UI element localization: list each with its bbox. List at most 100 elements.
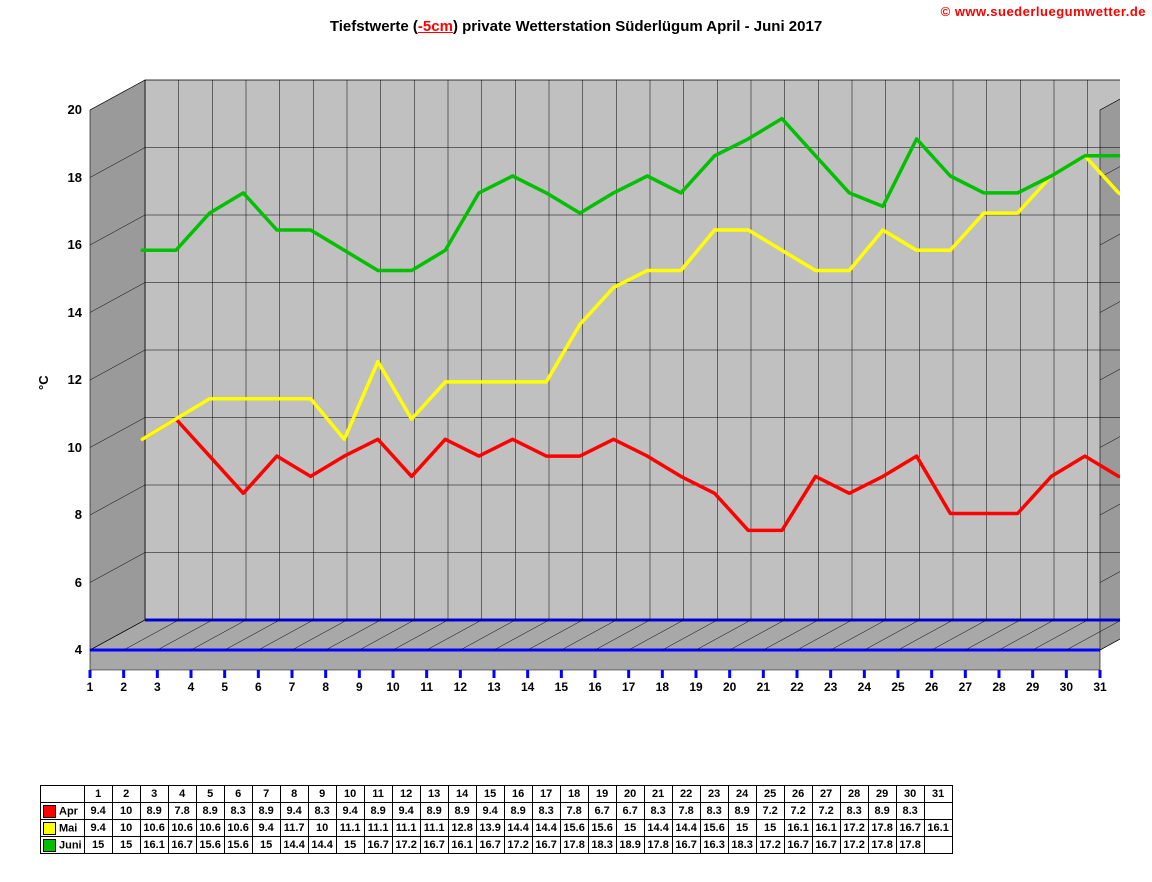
table-cell: 16.1 xyxy=(448,837,476,854)
table-cell: 16.1 xyxy=(784,820,812,837)
x-tick-label: 14 xyxy=(516,680,540,694)
x-tick-label: 10 xyxy=(381,680,405,694)
table-cell: 9.4 xyxy=(84,820,112,837)
table-cell: 14.4 xyxy=(644,820,672,837)
x-tick-label: 18 xyxy=(650,680,674,694)
y-tick-label: 8 xyxy=(52,507,82,522)
table-cell: 11.1 xyxy=(392,820,420,837)
table-cell: 15.6 xyxy=(196,837,224,854)
table-cell: 18.3 xyxy=(728,837,756,854)
table-column-header: 18 xyxy=(560,786,588,803)
legend-swatch xyxy=(43,805,56,818)
x-tick-label: 24 xyxy=(852,680,876,694)
y-tick-label: 18 xyxy=(52,170,82,185)
table-cell: 16.7 xyxy=(784,837,812,854)
table-cell: 15.6 xyxy=(700,820,728,837)
x-tick-label: 9 xyxy=(347,680,371,694)
table-cell: 18.3 xyxy=(588,837,616,854)
table-column-header: 2 xyxy=(112,786,140,803)
x-tick-label: 31 xyxy=(1088,680,1112,694)
table-cell: 18.9 xyxy=(616,837,644,854)
table-cell: 17.2 xyxy=(392,837,420,854)
x-tick-label: 20 xyxy=(718,680,742,694)
table-cell: 10 xyxy=(308,820,336,837)
table-column-header: 5 xyxy=(196,786,224,803)
x-tick-label: 22 xyxy=(785,680,809,694)
x-tick-label: 6 xyxy=(246,680,270,694)
table-cell: 13.9 xyxy=(476,820,504,837)
table-cell: 16.1 xyxy=(140,837,168,854)
table-cell: 17.8 xyxy=(896,837,924,854)
table-column-header: 9 xyxy=(308,786,336,803)
table-cell: 17.8 xyxy=(560,837,588,854)
table-column-header: 17 xyxy=(532,786,560,803)
table-cell: 10.6 xyxy=(140,820,168,837)
x-tick-label: 28 xyxy=(987,680,1011,694)
x-tick-label: 27 xyxy=(953,680,977,694)
table-row: Mai9.41010.610.610.610.69.411.71011.111.… xyxy=(41,820,953,837)
table-row: Apr9.4108.97.88.98.38.99.48.39.48.99.48.… xyxy=(41,803,953,820)
y-tick-label: 12 xyxy=(52,372,82,387)
table-row: Juni151516.116.715.615.61514.414.41516.7… xyxy=(41,837,953,854)
table-column-header: 16 xyxy=(504,786,532,803)
table-cell: 9.4 xyxy=(280,803,308,820)
table-header-row: 1234567891011121314151617181920212223242… xyxy=(41,786,953,803)
table-cell: 17.2 xyxy=(756,837,784,854)
table-column-header: 23 xyxy=(700,786,728,803)
watermark-text: © www.suederluegumwetter.de xyxy=(941,4,1146,19)
x-tick-label: 13 xyxy=(482,680,506,694)
table-cell: 17.8 xyxy=(868,820,896,837)
table-cell: 8.3 xyxy=(224,803,252,820)
table-cell: 16.3 xyxy=(700,837,728,854)
table-cell: 10 xyxy=(112,803,140,820)
table-cell: 7.2 xyxy=(812,803,840,820)
chart-3d-plot xyxy=(60,70,1120,750)
table-cell: 8.3 xyxy=(896,803,924,820)
y-tick-label: 20 xyxy=(52,102,82,117)
table-cell: 14.4 xyxy=(504,820,532,837)
table-cell: 16.7 xyxy=(420,837,448,854)
table-column-header: 30 xyxy=(896,786,924,803)
y-tick-label: 14 xyxy=(52,305,82,320)
table-cell: 17.2 xyxy=(504,837,532,854)
table-cell: 14.4 xyxy=(672,820,700,837)
table-column-header: 31 xyxy=(924,786,952,803)
table-cell: 16.7 xyxy=(364,837,392,854)
table-column-header: 28 xyxy=(840,786,868,803)
table-cell: 6.7 xyxy=(588,803,616,820)
x-tick-label: 4 xyxy=(179,680,203,694)
table-cell: 14.4 xyxy=(280,837,308,854)
table-cell: 8.9 xyxy=(448,803,476,820)
table-cell: 12.8 xyxy=(448,820,476,837)
table-cell: 11.1 xyxy=(336,820,364,837)
table-cell: 9.4 xyxy=(336,803,364,820)
table-cell: 10.6 xyxy=(224,820,252,837)
table-column-header: 27 xyxy=(812,786,840,803)
x-tick-label: 17 xyxy=(617,680,641,694)
table-cell: 15 xyxy=(252,837,280,854)
table-cell: 10 xyxy=(112,820,140,837)
table-cell xyxy=(924,837,952,854)
table-cell: 11.7 xyxy=(280,820,308,837)
x-tick-label: 25 xyxy=(886,680,910,694)
table-column-header: 4 xyxy=(168,786,196,803)
x-tick-label: 21 xyxy=(751,680,775,694)
legend-swatch xyxy=(43,822,56,835)
data-table: 1234567891011121314151617181920212223242… xyxy=(40,785,953,854)
table-cell: 15.6 xyxy=(560,820,588,837)
table-cell: 15 xyxy=(616,820,644,837)
table-cell: 10.6 xyxy=(196,820,224,837)
table-cell: 16.7 xyxy=(672,837,700,854)
y-tick-label: 6 xyxy=(52,575,82,590)
table-cell: 16.7 xyxy=(812,837,840,854)
table-cell: 16.1 xyxy=(812,820,840,837)
table-corner-cell xyxy=(41,786,85,803)
x-tick-label: 1 xyxy=(78,680,102,694)
x-tick-label: 8 xyxy=(314,680,338,694)
table-column-header: 6 xyxy=(224,786,252,803)
table-column-header: 1 xyxy=(84,786,112,803)
table-cell: 16.1 xyxy=(924,820,952,837)
y-tick-label: 4 xyxy=(52,642,82,657)
table-column-header: 13 xyxy=(420,786,448,803)
table-cell: 14.4 xyxy=(532,820,560,837)
